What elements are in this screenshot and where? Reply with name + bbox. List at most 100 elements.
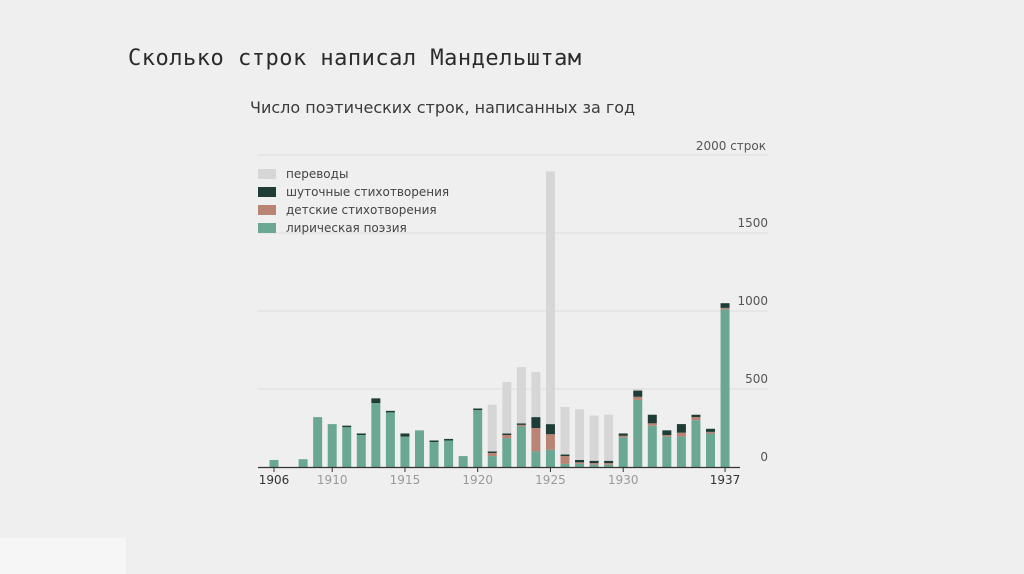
bar-segment — [691, 417, 701, 421]
bar-segment — [647, 425, 657, 467]
gridlines — [258, 154, 768, 390]
y-tick-label: 0 — [760, 450, 768, 464]
bar-segment — [589, 415, 599, 461]
bar-segment — [342, 425, 352, 428]
bar-segment — [706, 431, 715, 434]
legend: переводы шуточные стихотворения детские ст… — [258, 167, 449, 235]
x-tick-label: 1915 — [390, 473, 421, 487]
y-tick-label: 1000 — [737, 294, 768, 308]
bar-segment — [676, 424, 686, 433]
bar-segment — [691, 414, 701, 418]
bar-segment — [371, 398, 381, 404]
bar-segment — [589, 460, 599, 464]
bar-segment — [560, 463, 570, 467]
bar-segment — [444, 440, 454, 467]
slide-title: Сколько строк написал Мандельштам — [128, 46, 582, 71]
legend-label: переводы — [286, 167, 348, 181]
bars — [269, 171, 730, 467]
bar-segment — [604, 414, 614, 461]
bar-segment — [385, 410, 395, 413]
bar-segment — [415, 430, 424, 467]
bar-segment — [516, 367, 526, 424]
bar-segment — [545, 424, 555, 435]
bar-segment — [618, 435, 628, 438]
y-tick-label: 1500 — [737, 216, 768, 230]
legend-swatch — [258, 169, 276, 179]
bar-segment — [662, 435, 672, 437]
bar-segment — [633, 389, 643, 391]
bar-segment — [356, 435, 366, 467]
legend-swatch — [258, 205, 276, 215]
legend-label: шуточные стихотворения — [286, 185, 449, 199]
bar-segment — [429, 442, 439, 467]
bar-segment — [356, 433, 366, 436]
bar-segment — [502, 435, 512, 439]
bar-segment — [575, 459, 585, 463]
bar-segment — [575, 409, 585, 460]
bar-segment — [400, 436, 410, 467]
bar-segment — [662, 430, 672, 436]
bar-segment — [706, 433, 715, 467]
bar-segment — [618, 433, 628, 436]
bar-segment — [458, 456, 468, 467]
bar-segment — [516, 424, 526, 427]
bar-segment — [531, 451, 541, 467]
bar-segment — [487, 451, 497, 453]
y-unit-label: 2000 строк — [696, 139, 766, 153]
bar-segment — [560, 454, 570, 457]
bar-segment — [371, 403, 381, 467]
bar-segment — [502, 381, 512, 434]
legend-swatch — [258, 223, 276, 233]
bar-segment — [269, 459, 279, 467]
bar-segment — [560, 456, 570, 464]
bar-segment — [385, 412, 395, 467]
x-tick-label: 1937 — [710, 473, 741, 487]
bar-segment — [560, 406, 570, 455]
bar-segment — [487, 452, 497, 457]
bar-segment — [502, 433, 512, 436]
bar-segment — [589, 463, 599, 465]
x-tick-label: 1906 — [259, 473, 290, 487]
bar-segment — [429, 440, 439, 443]
bar-segment — [604, 464, 614, 467]
legend-swatch — [258, 187, 276, 197]
bar-segment — [342, 427, 352, 467]
bar-segment — [516, 423, 526, 425]
bar-segment — [531, 371, 541, 418]
bar-segment — [545, 171, 555, 425]
bar-segment — [298, 459, 308, 467]
bar-segment — [662, 436, 672, 467]
x-tick-label: 1925 — [535, 473, 566, 487]
legend-label: детские стихотворения — [286, 203, 437, 217]
bar-segment — [545, 449, 555, 467]
bar-segment — [589, 464, 599, 467]
x-tick-label: 1930 — [608, 473, 639, 487]
bar-segment — [487, 456, 497, 467]
bar-segment — [531, 417, 541, 428]
bar-segment — [604, 463, 614, 465]
bar-segment — [575, 463, 585, 467]
x-tick-label: 1910 — [317, 473, 348, 487]
x-axis: 1906 1910 1915 1920 1925 1930 1937 — [258, 466, 741, 487]
bar-segment — [313, 417, 323, 467]
bar-segment — [676, 436, 686, 467]
bar-segment — [691, 420, 701, 467]
bar-segment — [444, 438, 454, 441]
bar-segment — [633, 390, 643, 397]
bar-segment — [327, 424, 337, 467]
bar-segment — [720, 309, 730, 467]
bar-segment — [633, 399, 643, 467]
x-tick-label: 1920 — [462, 473, 493, 487]
y-axis-ticks: 1500 1000 500 0 — [737, 216, 768, 464]
bar-segment — [618, 437, 628, 467]
bar-segment — [575, 462, 585, 464]
bar-segment — [487, 404, 497, 452]
bar-segment — [473, 410, 483, 467]
corner-block — [0, 538, 126, 574]
bar-segment — [400, 433, 410, 437]
bar-segment — [545, 434, 555, 450]
bar-segment — [647, 414, 657, 424]
bar-segment — [604, 460, 614, 464]
